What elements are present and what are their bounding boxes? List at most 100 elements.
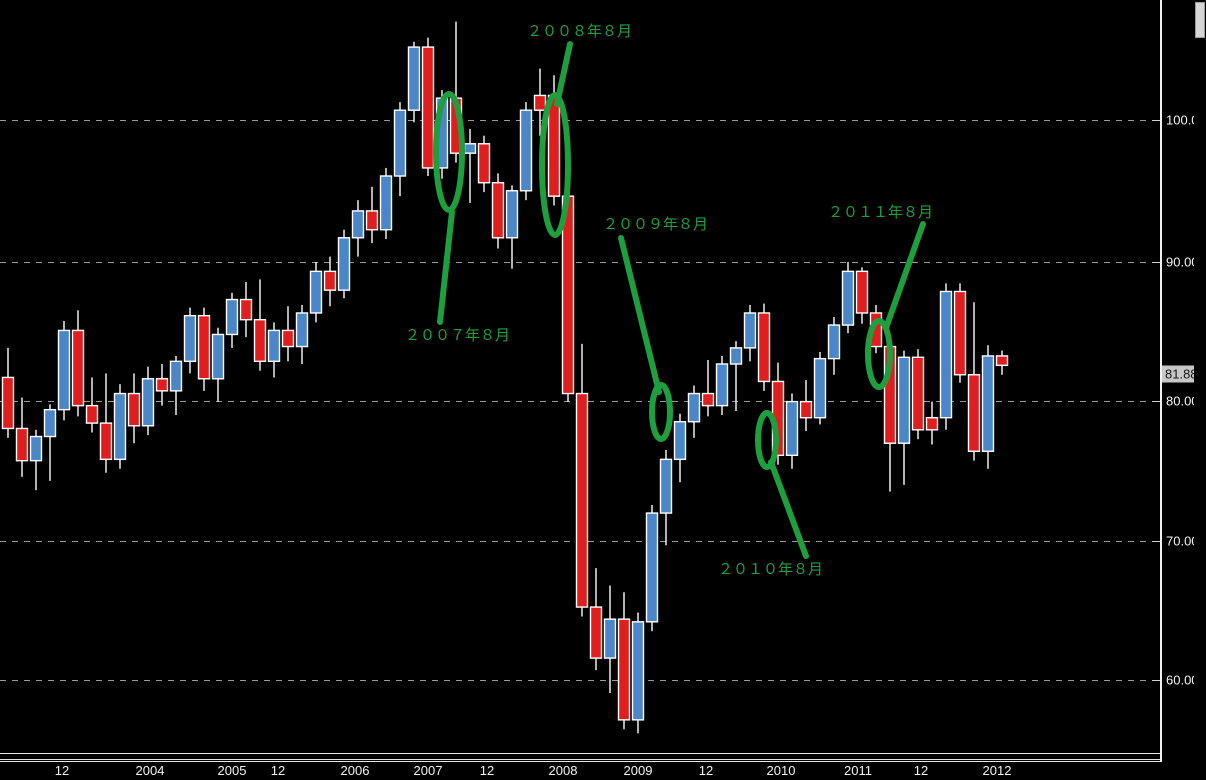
axis-separator-mid: [0, 759, 1160, 760]
candle: [211, 327, 225, 402]
price-label-int: 60.00: [1166, 672, 1199, 688]
time-axis[interactable]: 12 2004 2005 12 2006 2007 12 2008 2009 12 2010 2011…: [0, 762, 1160, 780]
annotation-label-aug-2011: ２０１１年８月: [828, 203, 934, 221]
annotation-ellipse: [755, 410, 779, 470]
candle: [967, 302, 981, 461]
candle: [127, 373, 141, 444]
price-axis-tick: [1152, 401, 1160, 402]
candle: [309, 261, 323, 323]
scrollbar-thumb[interactable]: [1195, 2, 1205, 38]
time-axis-label: 2012: [982, 763, 1012, 778]
candle: [71, 310, 85, 417]
candle: [463, 129, 477, 203]
candle: [155, 364, 169, 406]
candle: [351, 200, 365, 257]
annotation-leader-line: [768, 459, 809, 559]
time-axis-label: 2006: [340, 763, 370, 778]
annotation-ellipse: [649, 382, 673, 442]
candle: [225, 292, 239, 348]
candle: [897, 350, 911, 485]
candle: [701, 359, 715, 417]
candle: [113, 384, 127, 469]
annotation-leader-line: [618, 235, 662, 395]
candle: [99, 373, 113, 473]
time-axis-label: 12: [479, 763, 495, 778]
candle: [757, 303, 771, 391]
candle: [337, 229, 351, 299]
price-axis-tick: [1152, 262, 1160, 263]
candle: [589, 568, 603, 671]
candle: [365, 186, 379, 244]
candle: [743, 304, 757, 362]
time-axis-label: 12: [54, 763, 70, 778]
current-price-value: 81.88: [1165, 366, 1198, 382]
time-axis-label: 2010: [766, 763, 796, 778]
annotation-label-aug-2008: ２００８年８月: [527, 22, 633, 40]
candle: [631, 612, 645, 734]
time-axis-label: 2004: [135, 763, 165, 778]
time-axis-label: 2009: [623, 763, 653, 778]
price-label-int: 90.00: [1166, 254, 1199, 270]
candle: [197, 307, 211, 391]
candle: [617, 592, 631, 730]
annotation-ellipse: [865, 318, 893, 390]
candle: [939, 283, 953, 430]
candle: [841, 261, 855, 334]
axis-separator-bottom: [0, 761, 1160, 762]
candle: [57, 321, 71, 421]
candle: [785, 393, 799, 469]
plot-svg: [0, 21, 1160, 734]
candle: [491, 173, 505, 249]
price-label-int: 70.00: [1166, 533, 1199, 549]
candle: [421, 37, 435, 176]
candle: [911, 349, 925, 440]
candle: [827, 317, 841, 375]
candle: [323, 256, 337, 307]
candle: [379, 167, 393, 240]
candle: [169, 355, 183, 416]
candle: [15, 397, 29, 477]
price-axis-tick: [1152, 680, 1160, 681]
annotation-label-aug-2007: ２００７年８月: [405, 326, 511, 344]
candle: [43, 404, 57, 481]
candle: [407, 41, 421, 123]
candle: [603, 585, 617, 693]
candle: [253, 279, 267, 371]
axis-separator-top: [0, 753, 1160, 754]
annotation-leader-line: [883, 221, 926, 331]
time-axis-label: 2005: [217, 763, 247, 778]
candle: [85, 377, 99, 433]
candle: [141, 366, 155, 436]
candle: [953, 283, 967, 383]
candle: [659, 449, 673, 546]
candlestick-plot-area[interactable]: [0, 0, 1160, 748]
time-axis-label: 2011: [844, 763, 872, 778]
price-axis-tick: [1152, 541, 1160, 542]
candle: [645, 505, 659, 632]
annotation-ellipse: [433, 91, 465, 213]
price-label-int: 80.00: [1166, 393, 1199, 409]
price-axis-line: [1160, 0, 1162, 762]
time-axis-label: 12: [913, 763, 929, 778]
candle: [533, 68, 547, 136]
time-axis-label: 2007: [413, 763, 443, 778]
annotation-ellipse: [539, 92, 571, 238]
vertical-scrollbar[interactable]: [1194, 0, 1206, 748]
candle: [183, 307, 197, 374]
candle: [799, 380, 813, 432]
time-axis-label: 12: [270, 763, 286, 778]
price-axis-tick: [1152, 120, 1160, 121]
candle: [295, 304, 309, 364]
candle: [687, 385, 701, 438]
candle: [267, 322, 281, 378]
candle: [281, 306, 295, 362]
candle: [505, 185, 519, 269]
candle: [925, 401, 939, 445]
candle: [673, 413, 687, 483]
candle: [393, 102, 407, 197]
candle: [813, 351, 827, 425]
annotation-leader-line: [437, 209, 455, 325]
candle: [981, 345, 995, 469]
candle: [239, 282, 253, 338]
